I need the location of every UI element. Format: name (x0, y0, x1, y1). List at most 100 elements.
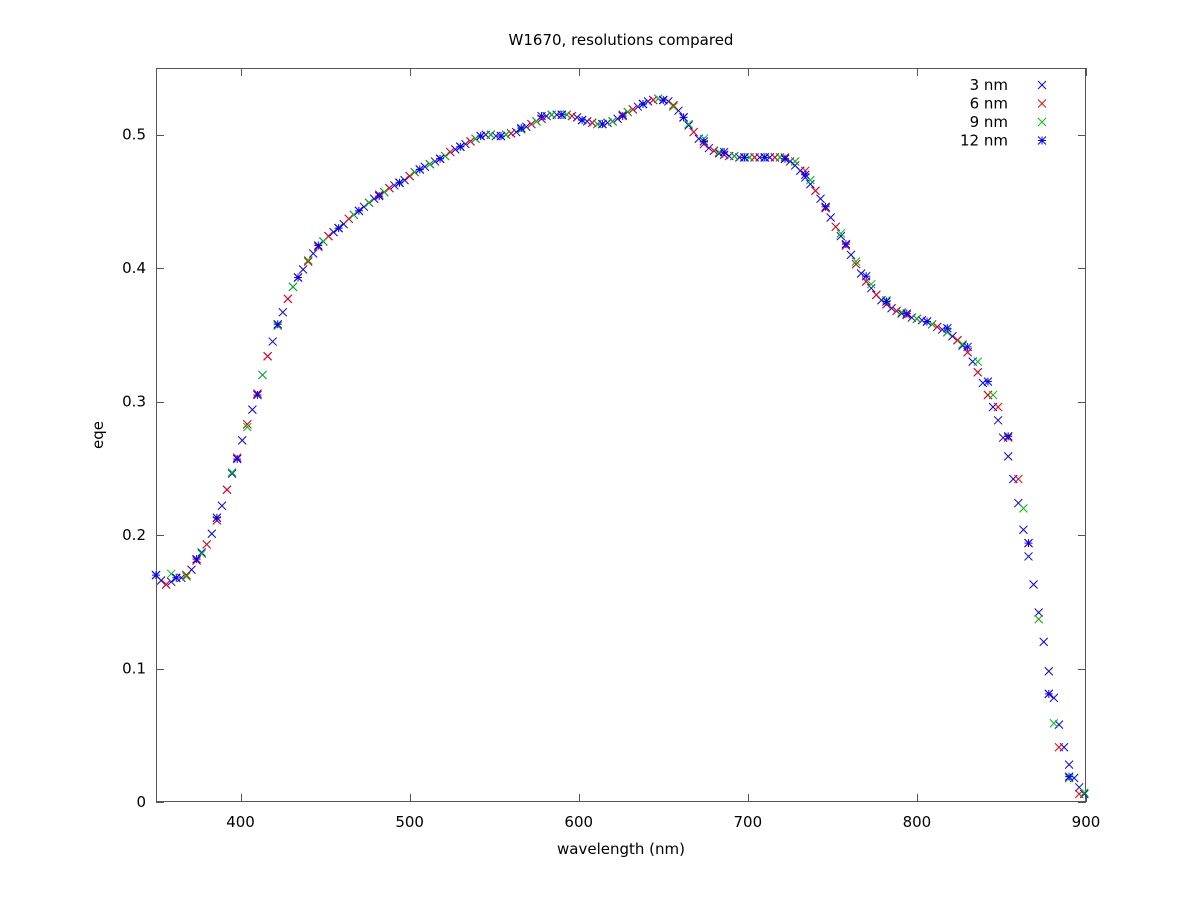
data-point (268, 337, 278, 346)
data-point (1003, 431, 1013, 441)
data-point (993, 402, 1003, 412)
data-point (506, 129, 516, 138)
legend-marker (1037, 80, 1047, 90)
data-point (775, 153, 785, 162)
data-point (237, 435, 247, 445)
data-point (851, 257, 861, 266)
data-point (1034, 614, 1044, 624)
data-point (699, 137, 709, 146)
data-point (1019, 504, 1028, 513)
data-point (861, 271, 871, 281)
data-point (648, 95, 658, 105)
data-point (537, 111, 546, 121)
data-point (780, 154, 790, 164)
data-point (623, 107, 633, 117)
data-point (253, 390, 262, 400)
data-point (166, 577, 176, 587)
series-2 (151, 95, 1084, 799)
data-point (182, 570, 191, 580)
data-point (993, 415, 1003, 425)
data-point (628, 105, 638, 114)
data-point (618, 111, 628, 121)
data-point (415, 165, 425, 174)
data-point (374, 191, 384, 201)
x-tick-label: 400 (226, 813, 255, 831)
data-point (278, 307, 288, 317)
data-point (897, 307, 907, 317)
data-point (1064, 772, 1074, 781)
data-point (334, 223, 343, 233)
data-point (922, 317, 932, 326)
data-point (953, 335, 962, 345)
data-point (384, 183, 394, 193)
data-point (603, 118, 612, 128)
data-point (288, 282, 298, 292)
data-point (1024, 538, 1033, 548)
data-point (166, 569, 176, 579)
data-point (689, 127, 699, 137)
data-point (912, 314, 922, 324)
data-point (638, 99, 648, 109)
data-point (932, 322, 942, 332)
data-point (831, 222, 841, 232)
data-point (344, 214, 354, 224)
x-tick-label: 900 (1072, 813, 1101, 831)
x-axis-label: wavelength (nm) (557, 840, 685, 858)
data-point (303, 257, 313, 266)
data-point (866, 283, 876, 293)
data-point (359, 202, 369, 212)
data-point (760, 153, 770, 162)
data-point (704, 143, 714, 153)
data-points (151, 94, 1089, 799)
data-point (816, 194, 825, 204)
data-point (988, 390, 998, 400)
data-point (684, 121, 693, 130)
data-point (679, 113, 688, 122)
data-point (161, 580, 171, 589)
data-point (973, 357, 983, 366)
data-point (937, 325, 947, 334)
x-axis: 400 500 600 700 800 900 (226, 68, 1100, 831)
data-point (354, 206, 364, 216)
data-point (242, 419, 252, 429)
data-point (1039, 637, 1049, 647)
data-point (182, 572, 191, 581)
data-point (1054, 720, 1064, 729)
data-point (151, 570, 161, 580)
x-tick-label: 700 (733, 813, 762, 831)
data-point (293, 273, 303, 282)
data-point (882, 297, 891, 306)
data-point (811, 186, 820, 196)
data-point (364, 198, 374, 208)
data-point (222, 485, 232, 495)
legend-label: 6 nm (970, 95, 1008, 113)
data-point (521, 122, 531, 132)
data-point (511, 127, 521, 137)
legend-label: 9 nm (970, 113, 1008, 131)
x-tick-label: 500 (395, 813, 424, 831)
series-3 (151, 94, 1089, 798)
data-point (851, 259, 861, 269)
data-point (714, 149, 724, 158)
legend-marker (1037, 136, 1047, 145)
data-point (806, 179, 815, 189)
data-point (405, 171, 414, 181)
y-tick-label: 0.3 (122, 393, 146, 411)
plot-frame (156, 68, 1086, 802)
data-point (942, 323, 952, 333)
data-point (1049, 718, 1059, 728)
legend-marker (1037, 117, 1047, 127)
data-point (871, 290, 881, 300)
data-point (684, 119, 693, 129)
data-point (227, 468, 237, 477)
data-point (527, 119, 536, 129)
data-point (319, 237, 328, 246)
data-point (669, 101, 678, 110)
data-point (217, 501, 227, 511)
data-point (1024, 552, 1033, 561)
data-point (973, 367, 983, 377)
y-tick-label: 0.1 (122, 660, 146, 678)
data-point (435, 154, 445, 164)
data-point (948, 331, 957, 341)
